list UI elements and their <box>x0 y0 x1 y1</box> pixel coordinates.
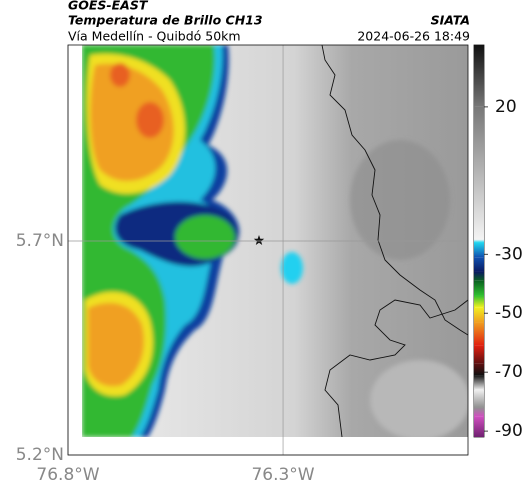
colorbar-segment <box>474 363 484 376</box>
map-frame <box>67 44 469 456</box>
colorbar-segment <box>474 322 484 346</box>
colorbar-segment <box>474 106 484 240</box>
satellite-imagery <box>82 45 468 437</box>
location-marker <box>253 235 265 245</box>
colorbar-segment <box>474 242 484 258</box>
colorbar-tick-label: -30 <box>495 244 523 264</box>
source: SIATA <box>431 13 470 28</box>
colorbar-segment <box>474 257 484 272</box>
colorbar-tick-label: -70 <box>495 362 523 382</box>
colorbar-segment <box>474 280 484 296</box>
route: Vía Medellín - Quibdó 50km <box>68 29 241 44</box>
colorbar-segment <box>474 416 484 437</box>
colorbar-segment <box>474 345 484 364</box>
colorbar-segment <box>474 295 484 308</box>
colorbar-segment <box>474 307 484 323</box>
colorbar-segment <box>474 271 484 281</box>
colorbar-segment <box>474 375 484 390</box>
x-tick-label: 76.8°W <box>36 465 99 485</box>
colorbar-segment <box>474 389 484 408</box>
timestamp: 2024-06-26 18:49 <box>357 29 470 44</box>
satellite: GOES-EAST <box>68 0 149 13</box>
colorbar-tick-label: 20 <box>495 97 517 117</box>
y-tick-label: 5.7°N <box>16 231 64 251</box>
colorbar-segment <box>474 407 484 417</box>
colorbar-tick-label: -90 <box>495 421 523 441</box>
y-tick-label: 5.2°N <box>16 445 64 465</box>
product: Temperatura de Brillo CH13 <box>68 13 263 28</box>
colorbar-tick-label: -50 <box>495 303 523 323</box>
x-tick-label: 76.3°W <box>251 465 314 485</box>
colorbar-segment <box>474 45 484 107</box>
colorbar-segment <box>474 239 484 243</box>
